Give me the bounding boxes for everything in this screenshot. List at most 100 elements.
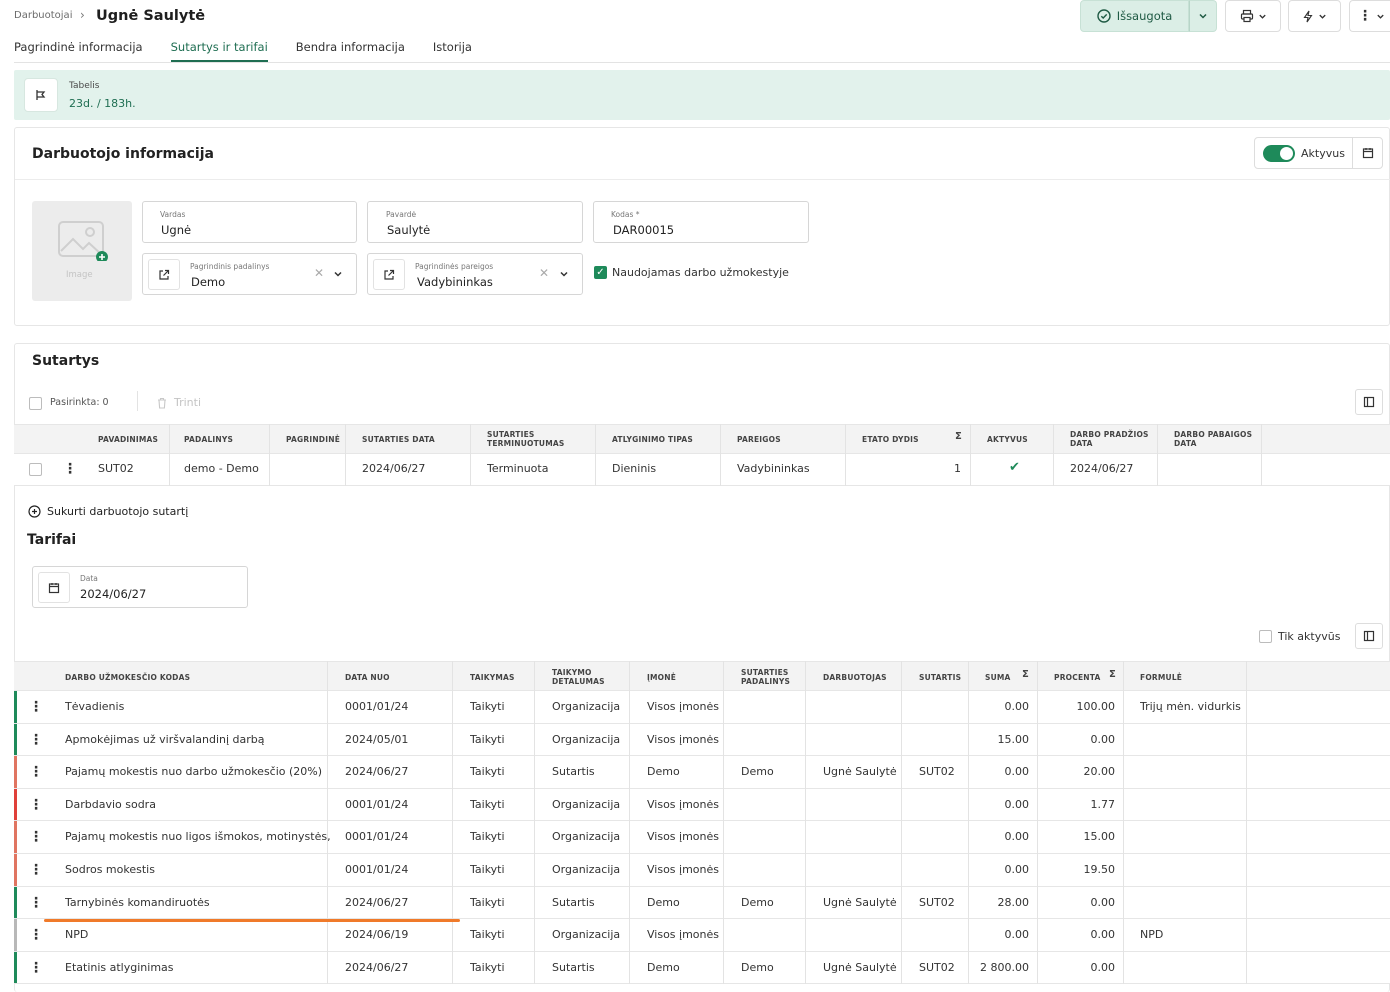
tariff-company: Visos įmonės — [647, 830, 719, 844]
tariff-from: 0001/01/24 — [345, 797, 409, 811]
save-dropdown-button[interactable] — [1189, 0, 1217, 32]
only-active-checkbox[interactable] — [1259, 630, 1272, 643]
tariff-apply: Taikyti — [470, 700, 505, 713]
tariff-sum: 0.00 — [1004, 797, 1030, 811]
date-picker-button[interactable] — [38, 572, 70, 603]
only-active-label: Tik aktyvūs — [1278, 630, 1341, 643]
col-header[interactable]: FORMULĖ — [1140, 673, 1183, 682]
tariff-row[interactable]: ⋮ Pajamų mokestis nuo darbo užmokesčio (2… — [14, 756, 1390, 789]
tariff-row[interactable]: ⋮ Sodros mokestis 0001/01/24 Taikyti Organiz… — [14, 854, 1390, 887]
tariff-company: Visos įmonės — [647, 863, 719, 876]
col-header[interactable]: SUTARTIS — [919, 673, 962, 682]
row-menu-icon[interactable]: ⋮ — [29, 796, 43, 813]
col-header[interactable]: PAREIGOS — [737, 435, 781, 444]
tab-general-info[interactable]: Bendra informacija — [295, 40, 405, 54]
contract-department: demo - Demo — [184, 462, 259, 475]
tariff-company: Visos įmonės — [647, 732, 719, 746]
save-button[interactable]: Išsaugota — [1080, 0, 1189, 32]
tariff-row[interactable]: ⋮ Pajamų mokestis nuo ligos išmokos, moti… — [14, 821, 1390, 854]
row-menu-icon[interactable]: ⋮ — [29, 764, 43, 781]
row-menu-icon[interactable]: ⋮ — [29, 699, 43, 715]
col-header[interactable]: PAVADINIMAS — [98, 435, 159, 444]
chevron-down-icon[interactable] — [559, 269, 569, 279]
columns-button[interactable] — [1355, 389, 1383, 415]
more-button[interactable]: ⋮ — [1349, 0, 1390, 32]
row-checkbox[interactable] — [29, 463, 42, 476]
row-menu-icon[interactable]: ⋮ — [29, 829, 43, 846]
panel-divider — [15, 179, 1390, 180]
create-contract-button[interactable]: Sukurti darbuotojo sutartį — [28, 505, 188, 518]
first-name-field[interactable]: Vardas Ugnė — [142, 201, 357, 243]
select-all-checkbox[interactable] — [29, 397, 42, 410]
calendar-button[interactable] — [1352, 137, 1383, 169]
col-header[interactable]: PADALINYS — [184, 435, 234, 444]
row-menu-icon[interactable]: ⋮ — [29, 862, 43, 878]
col-header[interactable]: TAIKYMO DETALUMAS — [552, 668, 605, 686]
sum-icon[interactable]: Σ — [955, 431, 963, 442]
col-header[interactable]: TAIKYMAS — [470, 673, 515, 682]
tariff-row[interactable]: ⋮ Tarnybinės komandiruotės 2024/06/27 Taiky… — [14, 886, 1390, 920]
col-header[interactable]: ETATO DYDIS — [862, 435, 919, 444]
actions-button[interactable] — [1288, 0, 1341, 32]
employee-photo-upload[interactable]: Image — [32, 201, 132, 301]
col-header[interactable]: DARBO UŽMOKESČIO KODAS — [65, 673, 191, 682]
row-menu-icon[interactable]: ⋮ — [29, 731, 43, 748]
col-header[interactable]: DARBO PRADŽIOS DATA — [1070, 430, 1149, 448]
code-field[interactable]: Kodas * DAR00015 — [593, 201, 809, 243]
col-header[interactable]: SUMA — [985, 673, 1011, 682]
tariff-row[interactable]: ⋮ Darbdavio sodra 0001/01/24 Taikyti Organiz… — [14, 788, 1390, 822]
print-button[interactable] — [1225, 0, 1281, 32]
tariff-row[interactable]: ⋮ Apmokėjimas už viršvalandinį darbą 2024/… — [14, 723, 1390, 757]
columns-button[interactable] — [1355, 623, 1383, 649]
payroll-checkbox[interactable]: ✓ — [594, 266, 607, 279]
tab-basic-info[interactable]: Pagrindinė informacija — [14, 40, 143, 54]
sum-icon[interactable]: Σ — [1109, 669, 1117, 680]
tariff-detail: Organizacija — [552, 732, 621, 746]
col-header[interactable]: DARBUOTOJAS — [823, 673, 887, 682]
timesheet-button[interactable] — [24, 78, 58, 112]
col-header[interactable]: PAGRINDINĖ — [286, 435, 341, 444]
clear-icon[interactable]: ✕ — [539, 266, 550, 280]
col-header[interactable]: AKTYVUS — [987, 435, 1028, 444]
col-header[interactable]: PROCENTA — [1054, 673, 1101, 682]
chevron-down-icon — [1377, 14, 1384, 19]
open-position-button[interactable] — [373, 259, 405, 290]
col-header[interactable]: DATA NUO — [345, 673, 390, 682]
tariff-apply: Taikyti — [470, 928, 505, 942]
tab-history[interactable]: Istorija — [432, 40, 472, 54]
col-header[interactable]: SUTARTIES DATA — [362, 435, 435, 444]
sum-icon[interactable]: Σ — [1022, 669, 1030, 680]
tariff-sum: 15.00 — [997, 732, 1030, 746]
tab-contracts-tariffs[interactable]: Sutartys ir tarifai — [170, 40, 268, 62]
open-department-button[interactable] — [148, 259, 180, 290]
delete-button[interactable]: Trinti — [174, 396, 202, 409]
col-header[interactable]: ATLYGINIMO TIPAS — [612, 435, 693, 444]
position-select[interactable]: Pagrindinės pareigos Vadybininkas ✕ — [367, 253, 583, 295]
row-menu-icon[interactable]: ⋮ — [63, 461, 77, 477]
clear-icon[interactable]: ✕ — [314, 266, 325, 280]
col-header[interactable]: DARBO PABAIGOS DATA — [1174, 430, 1253, 448]
contract-row[interactable]: ⋮ SUT02 demo - Demo 2024/06/27 Terminuot… — [14, 454, 1390, 486]
chevron-down-icon[interactable] — [333, 269, 343, 279]
breadcrumb-link[interactable]: Darbuotojai — [14, 10, 73, 21]
status-bar — [14, 756, 17, 788]
contract-fte: 1 — [954, 462, 961, 475]
row-menu-icon[interactable]: ⋮ — [29, 959, 43, 976]
tariff-row[interactable]: ⋮ Etatinis atlyginimas 2024/06/27 Taikyti Su… — [14, 951, 1390, 985]
active-toggle[interactable]: Aktyvus — [1254, 137, 1353, 169]
col-header[interactable]: ĮMONĖ — [647, 673, 677, 682]
col-header[interactable]: SUTARTIES TERMINUOTUMAS — [487, 430, 565, 448]
tariff-pct: 0.00 — [1090, 895, 1116, 909]
row-menu-icon[interactable]: ⋮ — [29, 927, 43, 944]
tariff-date-field[interactable]: Data 2024/06/27 — [32, 566, 248, 608]
last-name-field[interactable]: Pavardė Saulytė — [367, 201, 583, 243]
department-select[interactable]: Pagrindinis padalinys Demo ✕ — [142, 253, 357, 295]
toggle-switch[interactable] — [1263, 144, 1295, 162]
tariff-row[interactable]: ⋮ Tėvadienis 0001/01/24 Taikyti Organizacija… — [14, 691, 1390, 724]
tariff-detail: Sutartis — [552, 960, 595, 974]
tabelis-label: Tabelis — [69, 81, 100, 91]
last-name-label: Pavardė — [386, 210, 417, 219]
col-header[interactable]: SUTARTIES PADALINYS — [741, 668, 791, 686]
row-menu-icon[interactable]: ⋮ — [29, 894, 43, 911]
tariff-row[interactable]: ⋮ NPD 2024/06/19 Taikyti Organizacija Visos į… — [14, 919, 1390, 952]
